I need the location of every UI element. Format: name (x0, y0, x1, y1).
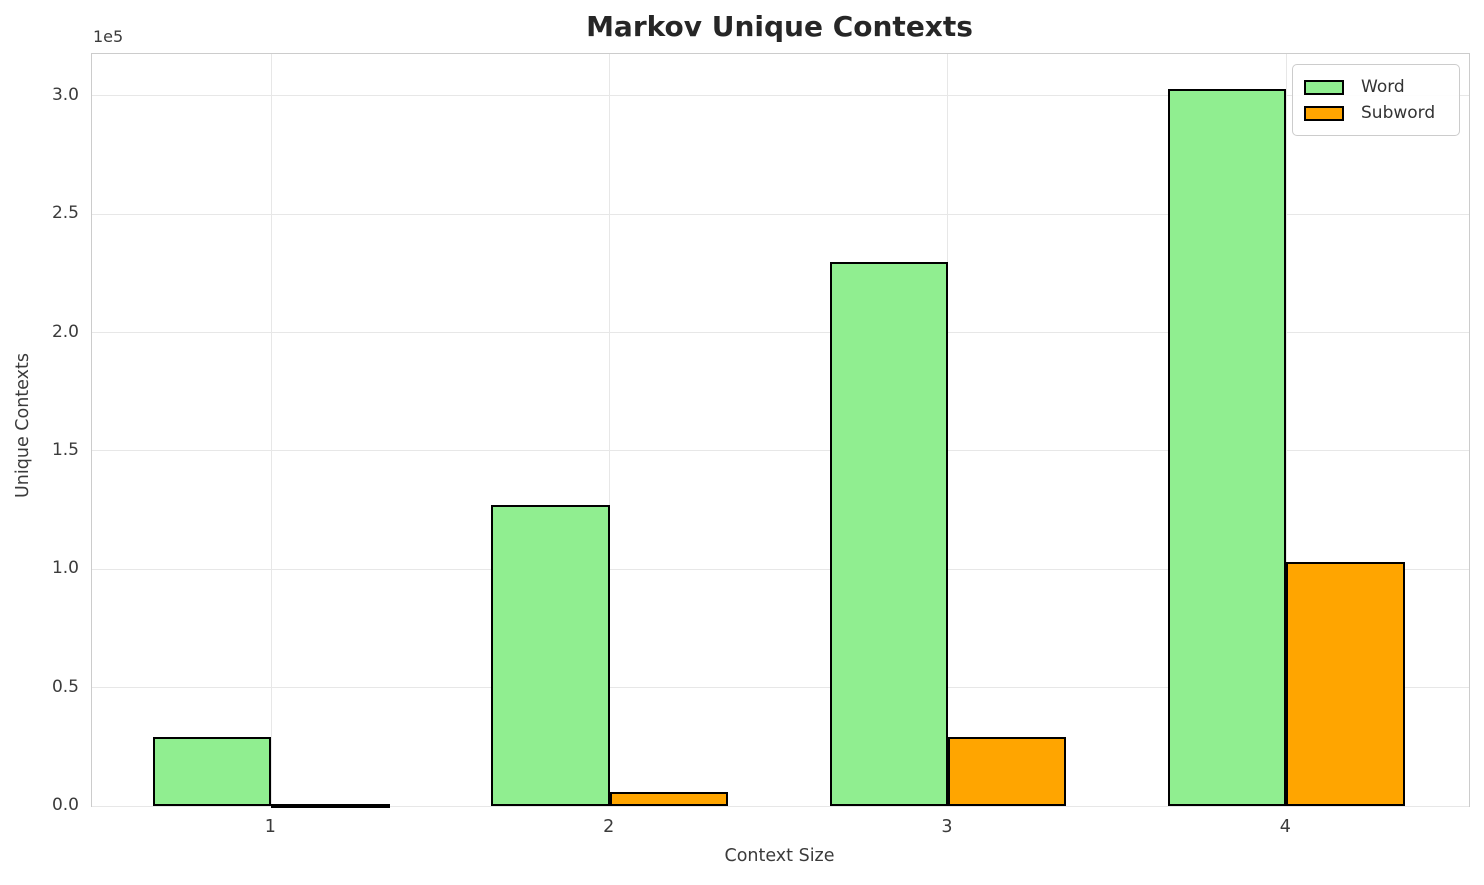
y-tick-label: 2.0 (51, 321, 79, 342)
x-tick-label: 2 (603, 817, 615, 837)
x-tick-label: 1 (264, 817, 276, 837)
y-gridline (92, 450, 1469, 452)
chart-title: Markov Unique Contexts (586, 10, 973, 43)
bar-word-4 (1167, 88, 1287, 806)
x-gridline (947, 54, 949, 806)
bar-subword-1 (271, 803, 390, 808)
x-gridline (270, 54, 272, 806)
x-gridline (609, 54, 611, 806)
y-gridline (92, 568, 1469, 570)
x-axis-label: Context Size (724, 846, 835, 866)
x-tick-label: 3 (941, 817, 953, 837)
legend-item-subword: Subword (1304, 102, 1448, 124)
y-tick-label: 0.5 (51, 676, 79, 697)
bar-word-3 (829, 261, 948, 806)
legend-swatch-word (1304, 79, 1344, 95)
y-tick-label: 3.0 (51, 84, 79, 105)
plot-area (91, 53, 1470, 808)
legend-item-word: Word (1304, 76, 1448, 98)
bar-word-2 (491, 505, 610, 806)
bar-subword-4 (1286, 562, 1405, 806)
x-tick-label: 4 (1279, 817, 1291, 837)
legend-label-word: Word (1361, 77, 1405, 97)
bar-word-1 (152, 737, 272, 806)
y-gridline (92, 687, 1469, 689)
bar-subword-2 (609, 791, 729, 806)
legend-swatch-subword (1304, 105, 1344, 121)
y-gridline (92, 95, 1469, 97)
y-gridline (92, 213, 1469, 215)
y-gridline (92, 332, 1469, 334)
y-tick-label: 1.0 (51, 558, 79, 579)
y-axis-offset-label: 1e5 (93, 27, 124, 46)
y-gridline (92, 805, 1469, 807)
y-tick-label: 1.5 (51, 439, 79, 460)
y-axis-label: Unique Contexts (13, 353, 33, 498)
legend-label-subword: Subword (1361, 103, 1436, 123)
legend: Word Subword (1292, 64, 1460, 136)
x-gridline (1285, 54, 1287, 806)
bar-subword-3 (947, 737, 1067, 806)
y-tick-label: 0.0 (51, 795, 79, 815)
y-tick-label: 2.5 (51, 203, 79, 224)
